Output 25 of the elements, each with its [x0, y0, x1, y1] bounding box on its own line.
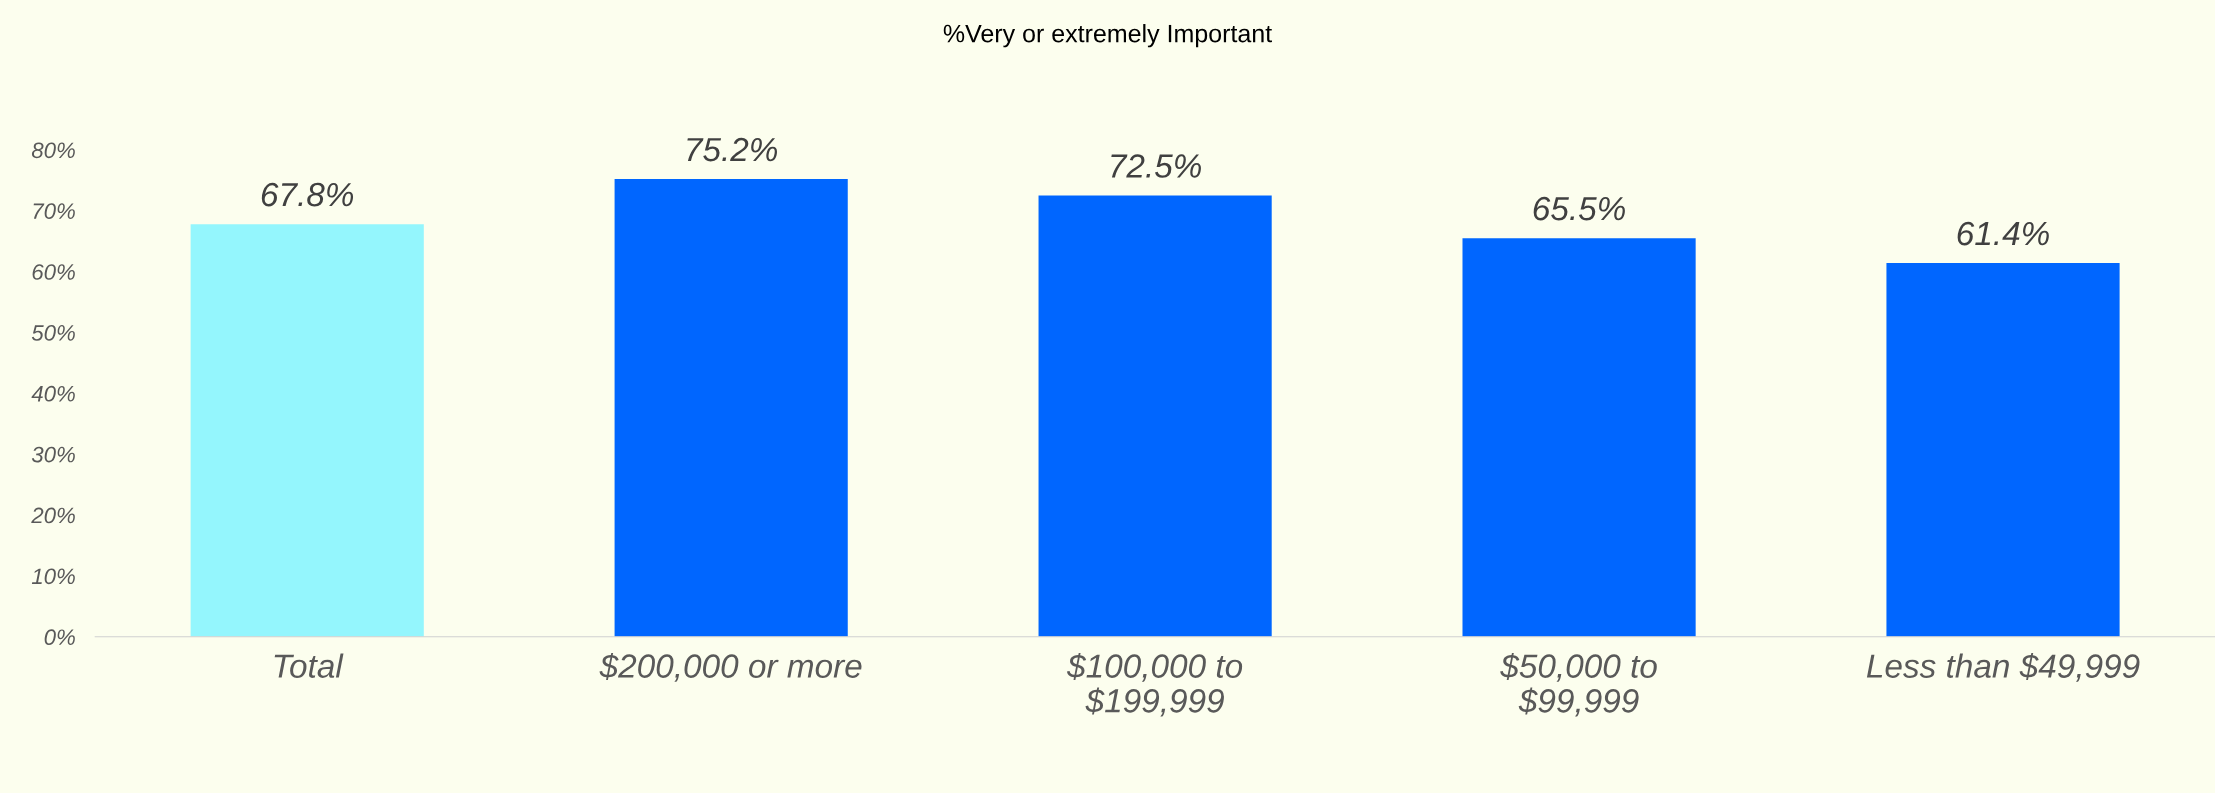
- chart-title: %Very or extremely Important: [943, 24, 1272, 48]
- y-tick-label: 0%: [44, 629, 75, 646]
- data-label: 75.2%: [687, 137, 777, 162]
- data-label: 61.4%: [1957, 221, 2049, 246]
- y-tick-label: 60%: [32, 264, 75, 280]
- x-tick-label: Total: [274, 653, 344, 678]
- bar: [190, 224, 424, 637]
- data-label: 72.5%: [1111, 154, 1201, 178]
- y-tick-label: 50%: [31, 325, 75, 341]
- x-tick-label: Less than $49,999: [1866, 652, 2140, 682]
- bar: [614, 179, 848, 637]
- y-tick-label: 10%: [31, 568, 75, 585]
- y-tick-label: 40%: [31, 385, 75, 402]
- x-tick-label: $50,000 to $99,999: [1500, 652, 1657, 717]
- bar: [1462, 238, 1696, 637]
- data-label: 65.5%: [1533, 196, 1625, 221]
- y-tick-label: 80%: [31, 142, 75, 159]
- x-tick-label: $200,000 or more: [599, 652, 862, 682]
- bar: [1886, 263, 2120, 637]
- x-tick-label: $100,000 to $199,999: [1066, 652, 1243, 717]
- y-tick-label: 70%: [33, 203, 75, 220]
- y-tick-label: 30%: [31, 446, 75, 463]
- data-label: 67.8%: [261, 182, 354, 207]
- y-tick-label: 20%: [31, 507, 75, 524]
- bar: [1038, 195, 1272, 637]
